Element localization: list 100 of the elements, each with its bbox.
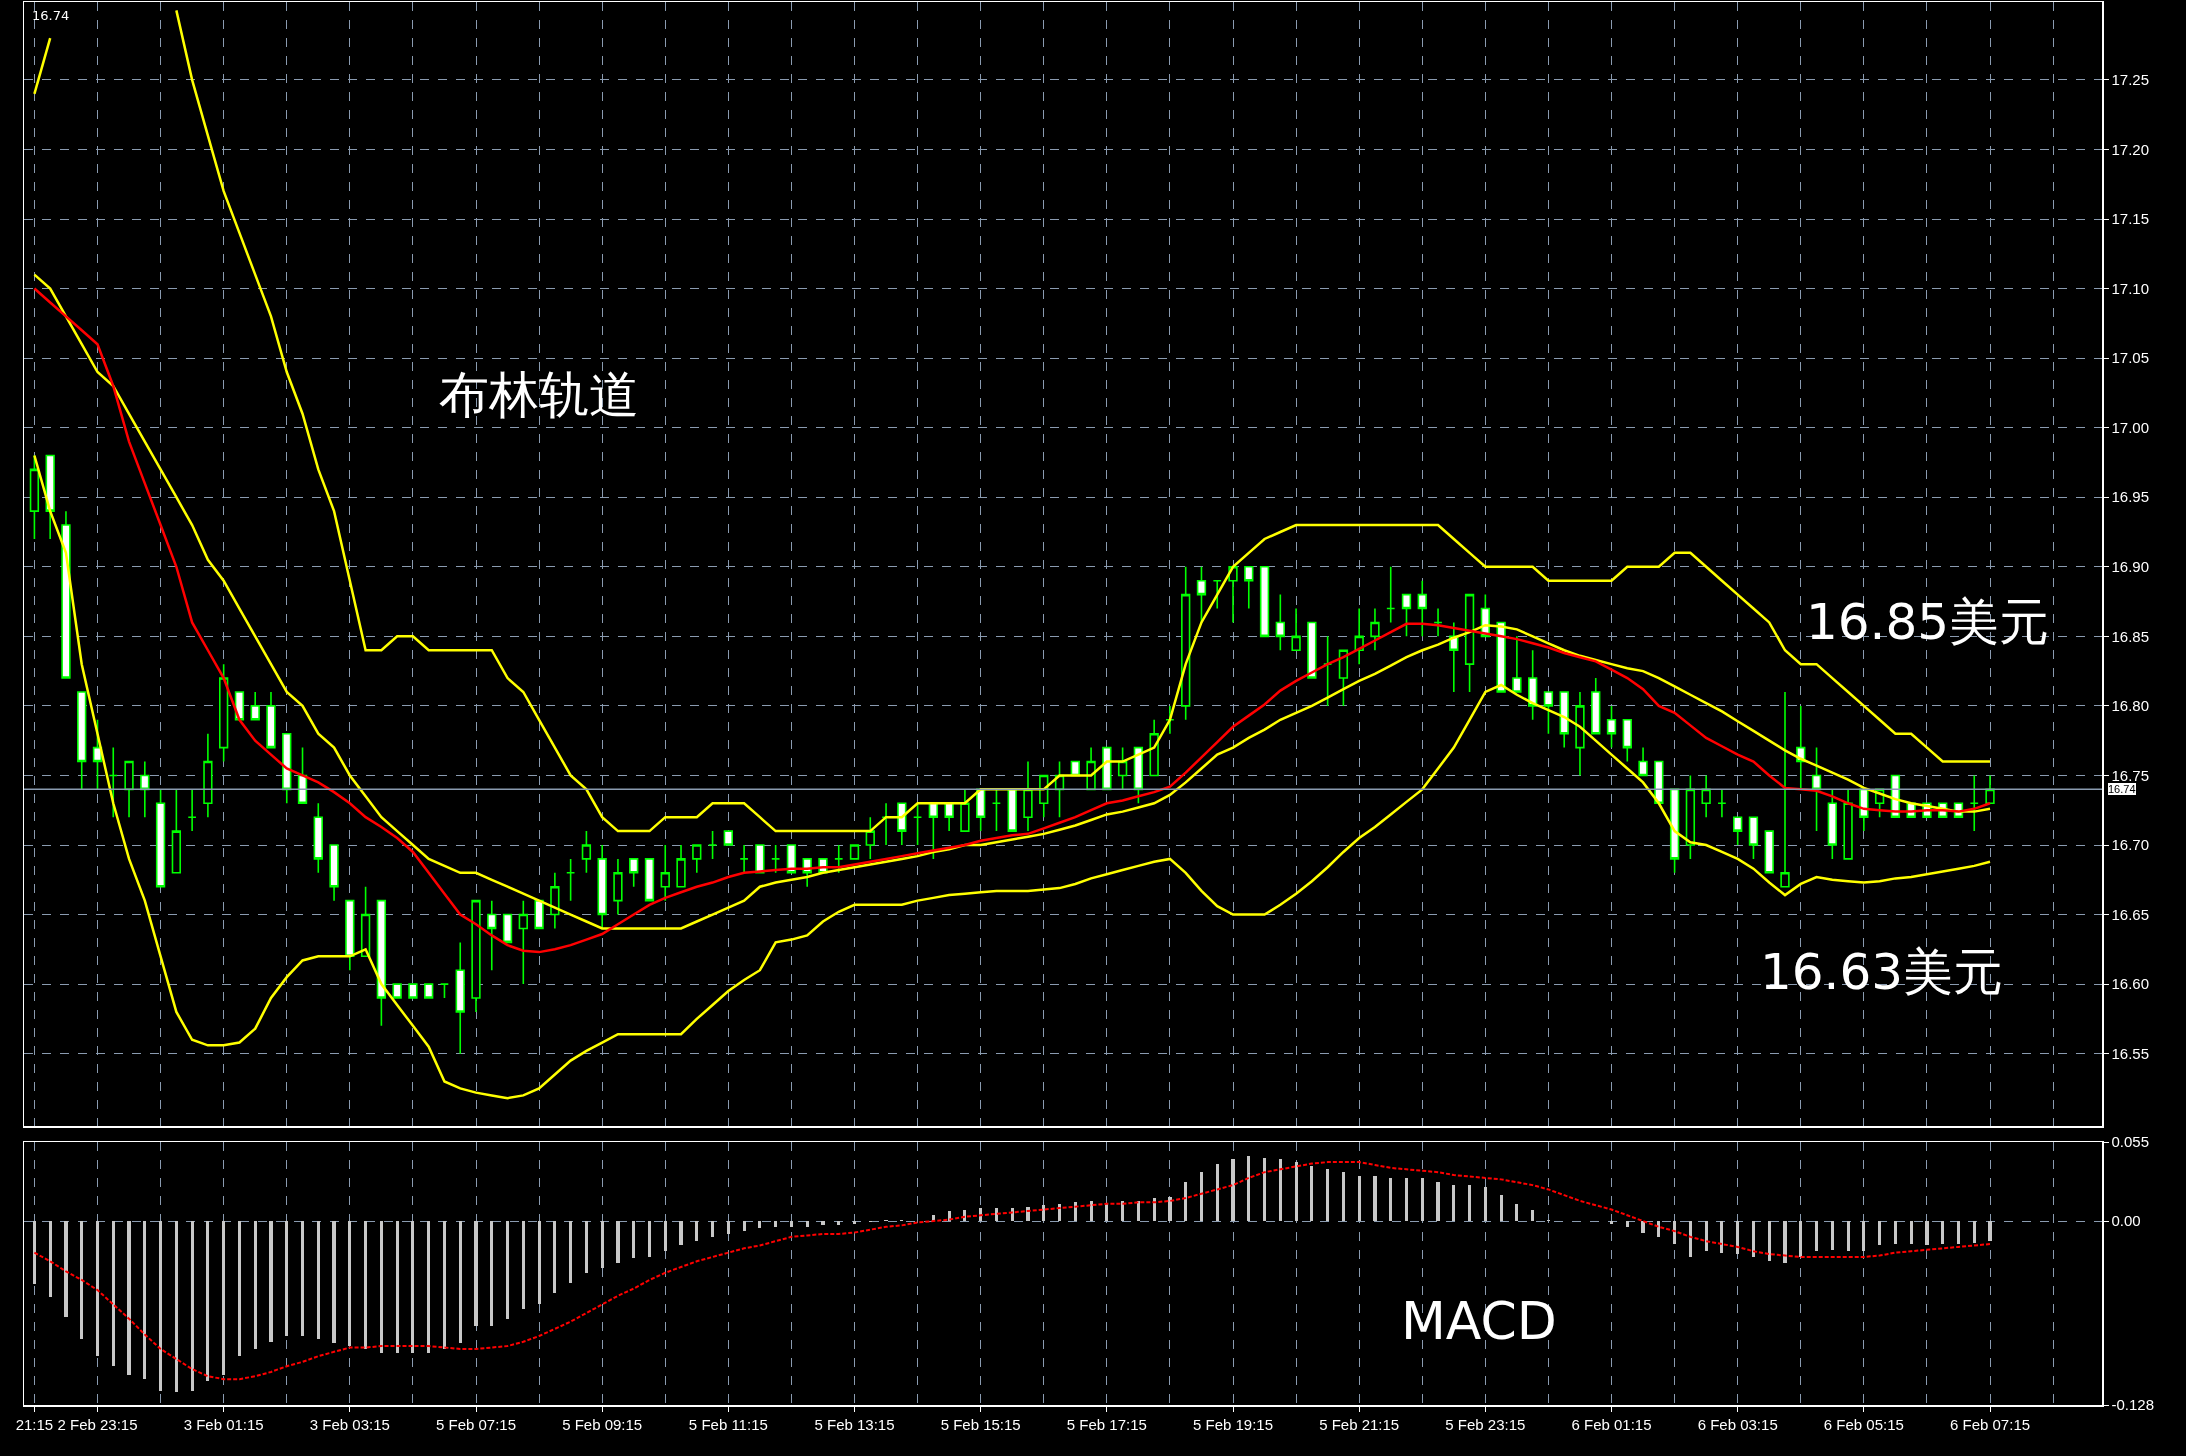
candlestick <box>1275 593 1285 652</box>
candlestick <box>770 844 781 874</box>
bar <box>1641 1221 1645 1233</box>
candlestick <box>1748 816 1759 860</box>
bar <box>1247 1156 1251 1222</box>
bar <box>679 1221 683 1246</box>
candlestick <box>897 802 907 846</box>
candlestick <box>140 760 150 818</box>
y-tick-label: 17.25 <box>2111 71 2150 89</box>
candlestick <box>455 941 465 1055</box>
candlestick <box>1606 705 1617 749</box>
bar <box>1704 1221 1708 1252</box>
candlestick <box>723 830 733 846</box>
bar <box>647 1221 652 1257</box>
y-tick-label: 17.00 <box>2111 418 2150 436</box>
annotation: 16.63美元 <box>1760 943 2004 1001</box>
candlestick <box>61 510 71 679</box>
candlestick <box>960 788 970 832</box>
y-tick-label: 16.90 <box>2111 558 2150 576</box>
x-tick-label: 5 Feb 13:15 <box>814 1415 895 1433</box>
candlestick <box>1212 579 1222 610</box>
bar <box>1468 1185 1472 1222</box>
bar <box>1531 1209 1535 1222</box>
candlestick <box>692 844 702 874</box>
candlestick <box>1228 565 1238 624</box>
bar <box>64 1221 68 1318</box>
candlestick <box>266 691 276 749</box>
candlestick <box>1780 691 1790 888</box>
candlestick <box>282 732 292 805</box>
bar <box>994 1208 999 1222</box>
candlestick <box>849 844 860 860</box>
x-tick-label: 5 Feb 19:15 <box>1192 1415 1274 1433</box>
x-tick-label: 2 Feb 23:15 <box>57 1415 138 1433</box>
bar <box>379 1221 383 1354</box>
candlestick <box>171 788 182 874</box>
bar <box>127 1221 131 1375</box>
candlestick <box>1244 565 1254 610</box>
bar <box>411 1221 415 1354</box>
x-tick-label: 6 Feb 03:15 <box>1697 1415 1778 1433</box>
y-tick-label: 17.20 <box>2111 140 2150 158</box>
y-tick-label: 0.00 <box>2111 1212 2141 1230</box>
bar <box>1609 1221 1614 1224</box>
candlestick <box>1638 746 1648 777</box>
bar <box>1420 1177 1424 1222</box>
bar <box>1452 1185 1456 1222</box>
candlestick <box>439 983 450 999</box>
candlestick <box>1512 635 1522 693</box>
bar <box>1625 1221 1629 1227</box>
candlestick <box>250 691 260 721</box>
bar <box>316 1221 320 1339</box>
bar <box>1893 1221 1897 1245</box>
candlestick <box>108 746 118 818</box>
candlestick <box>329 844 339 902</box>
bar <box>774 1221 778 1227</box>
candlestick <box>1796 705 1806 791</box>
y-tick-label: 16.65 <box>2111 905 2150 923</box>
bar <box>1184 1182 1188 1222</box>
y-tick-label: 0.055 <box>2111 1133 2150 1151</box>
bar <box>427 1221 431 1354</box>
bar <box>1231 1159 1235 1222</box>
bar <box>1089 1200 1093 1222</box>
bar <box>1136 1200 1140 1222</box>
candlestick <box>1827 788 1837 860</box>
bar <box>1168 1196 1172 1222</box>
bar <box>395 1221 399 1354</box>
candlestick <box>219 663 229 763</box>
candlestick <box>1086 746 1096 791</box>
bar <box>143 1221 147 1380</box>
bar <box>348 1221 352 1347</box>
candlestick <box>1811 746 1822 832</box>
candlestick <box>1654 760 1664 805</box>
candlestick <box>1291 607 1301 652</box>
candlestick <box>1764 830 1774 874</box>
candlestick <box>676 844 686 888</box>
candlestick <box>1401 593 1412 638</box>
bar <box>1326 1169 1330 1222</box>
candlestick <box>1733 816 1743 846</box>
x-tick-label: 6 Feb 05:15 <box>1823 1415 1904 1433</box>
bar <box>442 1221 447 1349</box>
bar <box>1215 1163 1219 1222</box>
candlestick <box>1023 760 1033 832</box>
bar <box>1310 1166 1314 1222</box>
bar <box>1909 1221 1913 1245</box>
candlestick <box>187 788 197 832</box>
candlestick <box>1322 635 1333 707</box>
bar <box>616 1221 620 1263</box>
bar <box>32 1221 36 1285</box>
bar <box>632 1221 636 1259</box>
y-tick-label: 16.60 <box>2111 975 2150 993</box>
bar <box>1483 1186 1487 1222</box>
candlestick <box>1149 719 1159 777</box>
x-tick-label: 5 Feb 11:15 <box>688 1415 768 1433</box>
bar <box>285 1221 289 1337</box>
bar <box>537 1221 541 1305</box>
bar <box>1767 1221 1771 1262</box>
x-tick-label: 21:15 <box>15 1415 54 1433</box>
bar <box>1751 1221 1756 1257</box>
candlestick <box>1543 691 1554 735</box>
candlestick <box>1433 607 1443 638</box>
candlestick <box>313 802 323 874</box>
